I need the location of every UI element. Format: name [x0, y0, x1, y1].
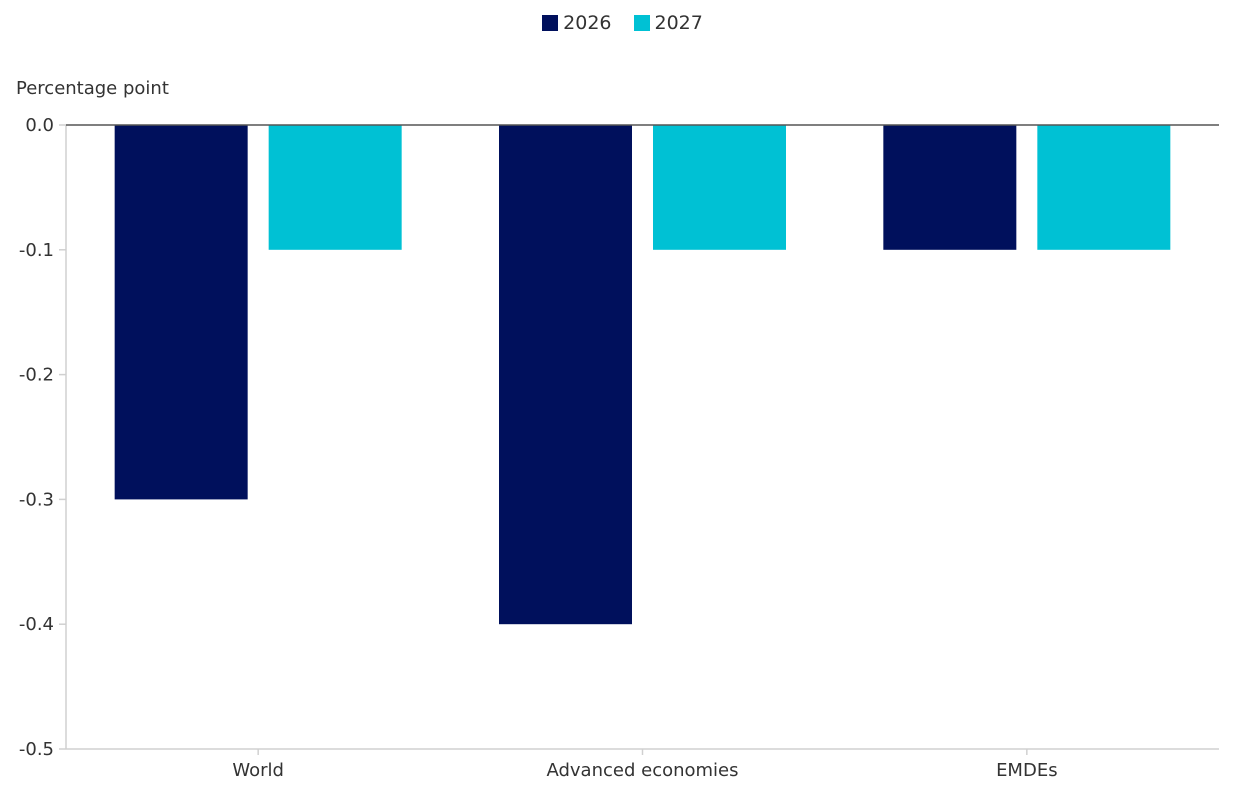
y-tick-label: 0.0	[25, 115, 54, 136]
y-tick-label: -0.5	[19, 739, 54, 760]
x-tick-label: World	[232, 760, 284, 781]
legend-swatch-2026	[542, 15, 559, 31]
legend-item-2027[interactable]: 2027	[633, 12, 703, 34]
legend-item-2026[interactable]: 2026	[542, 12, 612, 34]
legend-swatch-2027	[633, 15, 650, 31]
y-tick-label: -0.4	[19, 614, 54, 635]
legend-label-2026: 2026	[563, 12, 612, 34]
bar-emdes-2027[interactable]	[1037, 125, 1171, 250]
y-axis-title: Percentage point	[16, 78, 169, 99]
bar-world-2026[interactable]	[114, 125, 248, 500]
bar-advanced-economies-2026[interactable]	[499, 125, 632, 625]
y-tick-label: -0.3	[19, 489, 54, 510]
x-tick-label: Advanced economies	[546, 760, 738, 781]
y-tick-label: -0.1	[19, 240, 54, 261]
bar-emdes-2026[interactable]	[883, 125, 1017, 250]
bar-advanced-economies-2027[interactable]	[653, 125, 786, 250]
legend-label-2027: 2027	[654, 12, 703, 34]
bar-world-2027[interactable]	[268, 125, 402, 250]
chart-legend: 2026 2027	[0, 12, 1245, 34]
x-tick-label: EMDEs	[996, 760, 1058, 781]
y-tick-label: -0.2	[19, 365, 54, 386]
